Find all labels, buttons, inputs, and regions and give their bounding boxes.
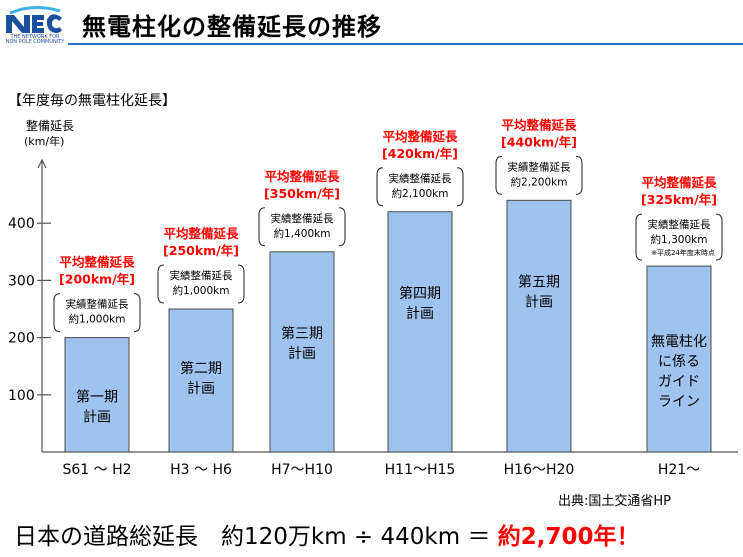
- actual-label-note: ※平成24年度末時点: [651, 248, 715, 257]
- actual-bracket-right: [133, 293, 141, 333]
- y-tick-label: 100: [8, 388, 35, 404]
- bar-inner-label: ライン: [658, 394, 700, 410]
- y-axis-arrow: [37, 158, 47, 169]
- actual-bracket-left: [157, 264, 165, 304]
- actual-label-title: 実績整備延長: [66, 298, 129, 311]
- bar-inner-label: 第五期: [518, 273, 560, 290]
- actual-bracket-left: [258, 207, 266, 247]
- footer-result: 約2,700年！: [497, 524, 640, 550]
- actual-bracket-left: [495, 155, 503, 195]
- y-axis-unit: (km/年): [24, 134, 64, 148]
- bar-inner-label: 第三期: [281, 325, 323, 342]
- actual-label-value: 約2,100km: [392, 187, 449, 200]
- section-label: 【年度毎の無電柱化延長】: [8, 93, 176, 109]
- bar-inner-label: 第一期: [76, 389, 118, 406]
- average-label-title: 平均整備延長: [59, 255, 135, 270]
- actual-bracket-right: [338, 207, 346, 247]
- bar-inner-label: 計画: [83, 410, 111, 426]
- actual-label-title: 実績整備延長: [170, 269, 233, 282]
- average-label-value: [350km/年]: [264, 186, 340, 201]
- bar-inner-label: 計画: [187, 381, 215, 397]
- bar-inner-label: 計画: [525, 294, 553, 310]
- actual-label-title: 実績整備延長: [508, 160, 571, 173]
- actual-label-value: 約1,000km: [69, 313, 126, 326]
- x-tick-label: S61 〜 H2: [62, 462, 131, 478]
- x-tick-label: H3 〜 H6: [170, 462, 232, 478]
- average-label-value: [440km/年]: [501, 134, 577, 149]
- bar-inner-label: 無電柱化: [651, 334, 707, 350]
- average-label-title: 平均整備延長: [641, 175, 717, 190]
- logo-caption: THE NETWORK FOR NON POLE COMMUNITY: [5, 34, 65, 45]
- page-title: 無電柱化の整備延長の推移: [82, 13, 382, 41]
- bar-1: [64, 337, 130, 453]
- bar-6: [646, 265, 712, 453]
- actual-label-value: 約2,200km: [511, 175, 568, 188]
- actual-label-value: 約1,400km: [274, 227, 331, 240]
- average-label-value: [420km/年]: [382, 146, 458, 161]
- actual-bracket-left: [635, 213, 643, 261]
- bar-3: [269, 251, 335, 453]
- actual-bracket-left: [53, 293, 61, 333]
- y-tick-label: 200: [8, 331, 35, 347]
- bar-inner-label: ガイド: [658, 374, 700, 390]
- title-underline: [68, 43, 743, 45]
- actual-label-title: 実績整備延長: [271, 212, 334, 225]
- logo-mark-icon: [6, 6, 62, 33]
- y-tick-label: 300: [8, 273, 35, 289]
- y-axis-title: 整備延長: [26, 118, 74, 133]
- footer-equation: 日本の道路総延長 約120万km ÷ 440km ＝: [14, 524, 498, 550]
- footer-statement: 日本の道路総延長 約120万km ÷ 440km ＝ 約2,700年！: [14, 517, 640, 551]
- actual-label-title: 実績整備延長: [389, 172, 452, 185]
- average-label-value: [200km/年]: [59, 272, 135, 287]
- bar-5: [506, 199, 572, 453]
- x-tick-label: H7〜H10: [271, 462, 333, 478]
- y-tick-label: 400: [8, 216, 35, 232]
- x-tick-label: H11〜H15: [385, 462, 456, 478]
- average-label-title: 平均整備延長: [264, 169, 340, 184]
- source-citation: 出典:国土交通省HP: [558, 494, 671, 509]
- bar-inner-label: 第四期: [399, 285, 441, 302]
- average-label-title: 平均整備延長: [501, 117, 577, 132]
- average-label-title: 平均整備延長: [382, 129, 458, 144]
- average-label-value: [325km/年]: [641, 192, 717, 207]
- actual-label-value: 約1,000km: [173, 284, 230, 297]
- bar-4: [387, 211, 453, 453]
- bar-inner-label: 計画: [288, 346, 316, 362]
- actual-bracket-right: [456, 167, 464, 207]
- actual-bracket-right: [715, 213, 723, 261]
- actual-bracket-left: [376, 167, 384, 207]
- actual-label-value: 約1,300km: [651, 233, 708, 246]
- x-tick-label: H21〜: [658, 462, 700, 478]
- slide-header: THE NETWORK FOR NON POLE COMMUNITY 無電柱化の…: [0, 0, 743, 48]
- average-label-title: 平均整備延長: [163, 226, 239, 241]
- bar-inner-label: 計画: [406, 306, 434, 322]
- bar-inner-label: 第二期: [180, 360, 222, 377]
- average-label-value: [250km/年]: [163, 243, 239, 258]
- actual-bracket-right: [237, 264, 245, 304]
- logo: THE NETWORK FOR NON POLE COMMUNITY: [4, 3, 64, 45]
- bar-inner-label: に係る: [658, 354, 700, 370]
- bar-2: [168, 308, 234, 453]
- x-tick-label: H16〜H20: [504, 462, 575, 478]
- actual-bracket-right: [575, 155, 583, 195]
- actual-label-title: 実績整備延長: [648, 218, 711, 231]
